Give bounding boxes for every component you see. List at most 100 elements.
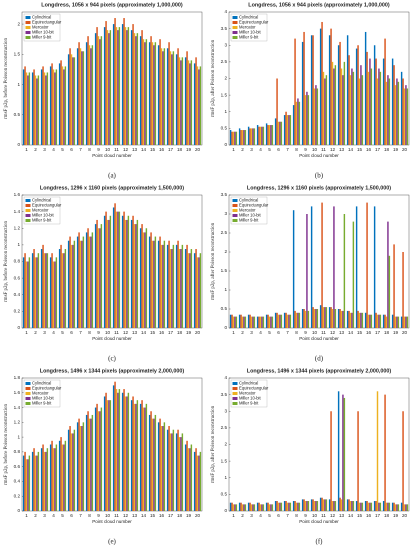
bar <box>49 66 52 145</box>
caption: (d) <box>315 355 324 363</box>
bar <box>184 249 187 328</box>
legend-swatch <box>232 31 238 34</box>
bar <box>394 85 397 145</box>
bar <box>351 312 353 328</box>
bar <box>256 316 259 328</box>
bar <box>190 444 193 511</box>
legend-swatch <box>25 31 31 34</box>
bar <box>325 499 328 511</box>
bar <box>133 224 136 328</box>
bar <box>91 45 94 145</box>
bar <box>253 316 256 328</box>
y-tick-label: 0 <box>17 508 20 513</box>
y-tick-label: 1.5 <box>221 458 228 463</box>
panel: Longdress, 1296 x 1160 pixels (approxima… <box>211 185 410 363</box>
x-tick-label: 6 <box>70 513 73 518</box>
bar <box>106 219 109 328</box>
bar <box>360 312 362 328</box>
bar <box>78 232 80 328</box>
bar <box>241 130 244 145</box>
legend-swatch <box>232 21 238 24</box>
x-tick-label: 17 <box>168 147 174 152</box>
bar <box>112 385 115 511</box>
bar <box>42 66 44 145</box>
bar <box>100 36 103 145</box>
bar <box>352 71 355 145</box>
bar <box>82 422 85 511</box>
bar <box>151 418 154 511</box>
bar <box>295 101 298 145</box>
y-tick-label: 2.5 <box>221 230 228 235</box>
bar <box>76 422 79 511</box>
bar <box>348 55 350 145</box>
bar <box>99 39 101 145</box>
bar <box>135 403 137 511</box>
bar <box>298 312 301 328</box>
bar <box>73 429 76 511</box>
bar <box>61 66 64 145</box>
bar <box>352 501 355 511</box>
bar <box>330 28 332 145</box>
caption: (e) <box>108 538 116 546</box>
bar <box>376 78 379 145</box>
bar <box>186 51 188 145</box>
bar <box>316 88 319 145</box>
bar <box>69 48 71 145</box>
x-tick-label: 15 <box>150 147 156 152</box>
legend-swatch <box>232 382 238 385</box>
bar <box>91 232 94 328</box>
bar <box>67 429 70 511</box>
bar <box>288 115 290 145</box>
bar <box>180 60 182 146</box>
bar <box>405 504 407 511</box>
bar <box>139 228 142 328</box>
bar <box>385 316 388 328</box>
bar <box>259 126 262 145</box>
legend-label: Miller 9-bit <box>239 218 259 223</box>
bar <box>316 309 319 328</box>
chart-title: Longdress, 1496 x 1344 pixels (approxima… <box>40 368 185 374</box>
bar <box>258 126 260 145</box>
bar <box>241 316 244 328</box>
bar <box>106 400 109 511</box>
bar <box>303 31 305 146</box>
bar <box>285 312 287 328</box>
y-tick-label: 0 <box>224 508 227 513</box>
chart-title: Longdress, 1496 x 1344 pixels (approxima… <box>247 368 392 374</box>
bar <box>45 451 47 511</box>
x-tick-label: 14 <box>141 513 147 518</box>
y-tick-label: 2 <box>17 21 20 26</box>
bar <box>250 316 253 328</box>
bar <box>289 314 292 328</box>
bar <box>250 504 253 511</box>
bar <box>286 115 289 145</box>
bar <box>79 240 82 328</box>
legend-swatch <box>232 26 238 29</box>
bar <box>385 502 388 511</box>
bar <box>33 448 35 511</box>
bar <box>193 63 196 145</box>
x-tick-label: 18 <box>384 147 390 152</box>
bar <box>238 314 241 328</box>
bar <box>258 316 260 328</box>
bar <box>55 69 58 145</box>
bar <box>286 314 289 328</box>
panel: Longdress, 1496 x 1344 pixels (approxima… <box>4 368 203 546</box>
bar <box>346 35 349 145</box>
bar <box>187 448 190 511</box>
bar <box>285 501 287 511</box>
bar <box>168 42 170 145</box>
bar <box>268 125 271 145</box>
bar <box>303 499 305 511</box>
bar <box>31 72 34 145</box>
bar <box>181 433 184 511</box>
y-tick-label: 1 <box>224 287 227 292</box>
bar <box>112 24 115 145</box>
bar <box>283 501 286 511</box>
bar <box>172 51 175 145</box>
bar <box>130 400 133 511</box>
x-axis-label: Point cloud number <box>299 336 339 341</box>
bar <box>229 502 232 511</box>
legend-label: Cylindrical <box>239 198 258 203</box>
bar <box>150 411 152 511</box>
